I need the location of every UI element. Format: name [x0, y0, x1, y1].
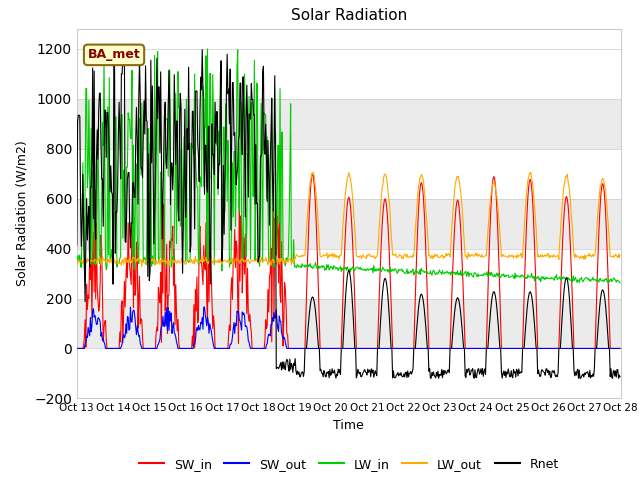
Legend: SW_in, SW_out, LW_in, LW_out, Rnet: SW_in, SW_out, LW_in, LW_out, Rnet — [134, 453, 564, 476]
Bar — [77, 199, 621, 249]
Bar — [77, 99, 621, 149]
Y-axis label: Solar Radiation (W/m2): Solar Radiation (W/m2) — [15, 141, 29, 287]
X-axis label: Time: Time — [333, 419, 364, 432]
Title: Solar Radiation: Solar Radiation — [291, 9, 407, 24]
Text: BA_met: BA_met — [88, 48, 140, 61]
Bar — [77, 299, 621, 348]
